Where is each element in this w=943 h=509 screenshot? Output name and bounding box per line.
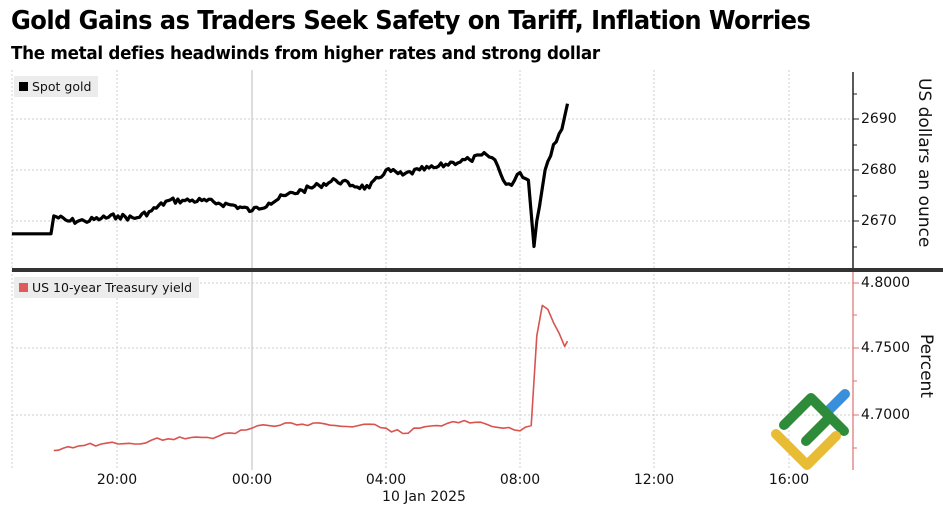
- xtick: 20:00: [96, 472, 138, 488]
- legend-swatch-yield: [19, 283, 28, 292]
- gold-axis-label: US dollars an ounce: [914, 78, 934, 248]
- legend-spot-gold: Spot gold: [14, 76, 99, 97]
- legend-treasury-yield: US 10-year Treasury yield: [14, 277, 200, 298]
- xtick: 16:00: [768, 472, 810, 488]
- xtick: 08:00: [499, 472, 541, 488]
- yield-ytick: 4.7000: [861, 407, 910, 423]
- xtick: 00:00: [231, 472, 273, 488]
- legend-label-gold: Spot gold: [32, 79, 92, 94]
- yield-ytick: 4.7500: [861, 340, 910, 356]
- xtick: 04:00: [365, 472, 407, 488]
- yield-ytick: 4.8000: [861, 275, 910, 291]
- axes: [12, 72, 943, 470]
- yield-axis-label: Percent: [916, 334, 936, 398]
- treasury-yield-line: [53, 304, 569, 452]
- legend-label-yield: US 10-year Treasury yield: [32, 280, 193, 295]
- gold-ytick: 2680: [861, 162, 897, 178]
- x-date-label: 10 Jan 2025: [382, 489, 466, 505]
- gold-ytick: 2690: [861, 111, 897, 127]
- chart-title: Gold Gains as Traders Seek Safety on Tar…: [11, 6, 811, 36]
- xtick: 12:00: [633, 472, 675, 488]
- chart-subtitle: The metal defies headwinds from higher r…: [11, 43, 600, 64]
- watermark-logo-icon: [771, 389, 850, 470]
- gold-price-line: [11, 103, 570, 249]
- gold-ytick: 2670: [861, 213, 897, 229]
- legend-swatch-gold: [19, 82, 28, 91]
